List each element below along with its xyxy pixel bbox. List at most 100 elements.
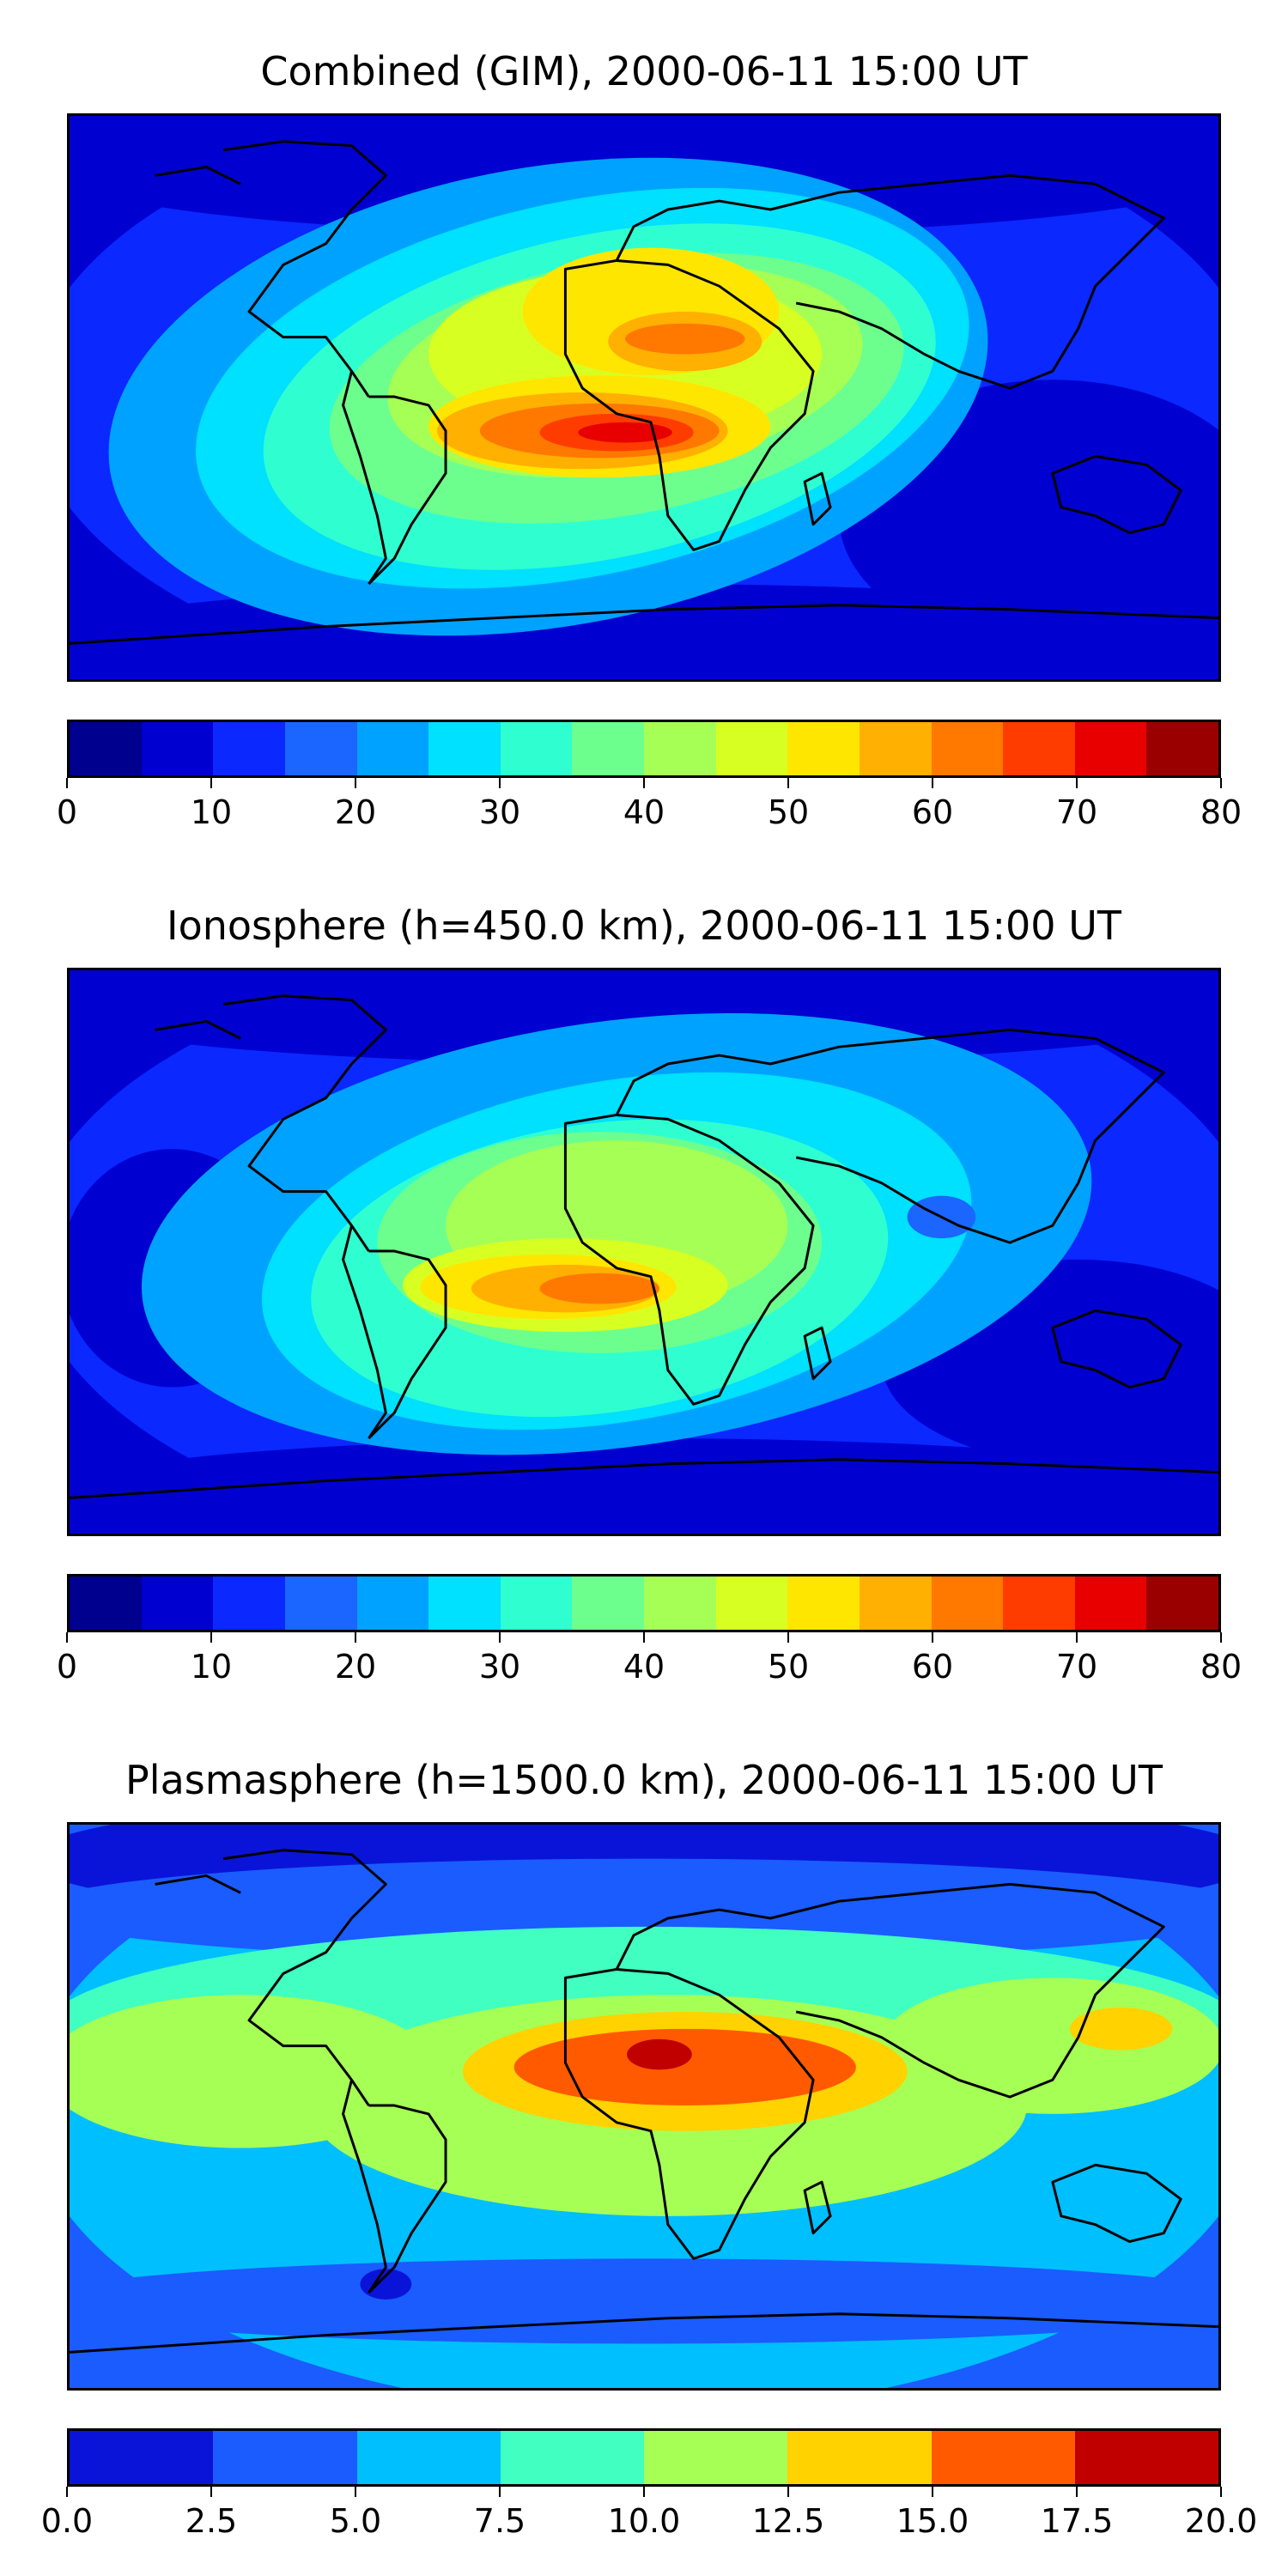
- colorbar-tick-label: 15.0: [896, 2502, 969, 2540]
- coastlines: [70, 994, 1218, 1499]
- colorbar-segment: [428, 1577, 501, 1630]
- coastline-path: [615, 173, 1165, 390]
- colorbar-segment: [70, 2431, 214, 2484]
- colorbar-segment: [859, 1577, 932, 1630]
- coastline-path: [803, 1326, 832, 1381]
- colorbar-segment: [1074, 2431, 1218, 2484]
- colorbar-segment: [859, 722, 932, 775]
- colorbar-tick-label: 12.5: [751, 2502, 825, 2540]
- colorbar-tick-mark: [66, 2487, 68, 2497]
- colorbar-segment: [356, 722, 429, 775]
- colorbar-tick-mark: [932, 1632, 933, 1643]
- colorbar-tick-label: 60: [911, 1648, 954, 1686]
- colorbar-segment: [356, 2431, 501, 2484]
- coastline-path: [70, 604, 1218, 645]
- colorbar-segment: [1074, 1577, 1147, 1630]
- panel-title: Plasmasphere (h=1500.0 km), 2000-06-11 1…: [125, 1757, 1163, 1803]
- colorbar-tick-label: 0.0: [40, 2502, 94, 2540]
- colorbar-segment: [787, 722, 860, 775]
- coastline-path: [563, 1113, 815, 1406]
- panel-ionosphere: Ionosphere (h=450.0 km), 2000-06-11 15:0…: [0, 854, 1288, 1713]
- colorbar-tick-mark: [210, 1632, 212, 1643]
- contour-band: [1069, 2008, 1173, 2050]
- colorbar-segment: [787, 1577, 860, 1630]
- colorbar-segment: [500, 1577, 573, 1630]
- colorbar-segment: [70, 1577, 142, 1630]
- colorbar-tick-mark: [1220, 2487, 1222, 2497]
- tec-map: [67, 1822, 1221, 2391]
- colorbar-tick-label: 10.0: [607, 2502, 681, 2540]
- colorbar-segment: [644, 2431, 788, 2484]
- colorbar-segment: [500, 2431, 644, 2484]
- colorbar-tick-mark: [932, 2487, 933, 2497]
- colorbar-tick-mark: [1076, 778, 1078, 788]
- tec-map: [67, 968, 1221, 1536]
- panel-plasmasphere: Plasmasphere (h=1500.0 km), 2000-06-11 1…: [0, 1709, 1288, 2567]
- colorbar-tick-label: 10: [190, 793, 233, 831]
- tec-contour-field: [70, 116, 1218, 679]
- colorbar-segment: [787, 2431, 932, 2484]
- contour-band: [70, 2258, 1218, 2344]
- colorbar-tick-label: 80: [1200, 793, 1242, 831]
- colorbar-tick-label: 0: [56, 1648, 78, 1686]
- colorbar-tick-mark: [499, 778, 501, 788]
- tec-map: [67, 113, 1221, 682]
- colorbar-ticks: 0.0 2.5 5.0 7.5 10.0 12.5 15.0 17.5 20.0: [41, 2487, 1257, 2540]
- coastline-path: [70, 2312, 1218, 2354]
- contour-band: [625, 323, 745, 355]
- coastline-path: [803, 2180, 832, 2235]
- tec-contour-field: [70, 1825, 1218, 2388]
- colorbar-tick-mark: [355, 2487, 356, 2497]
- colorbar-segment: [1003, 722, 1075, 775]
- colorbar-tick-mark: [66, 1632, 68, 1643]
- colorbar-segment: [1146, 1577, 1218, 1630]
- colorbar-segment: [500, 722, 573, 775]
- colorbar-tick-label: 80: [1200, 1648, 1242, 1686]
- colorbar-ticks: 0 10 20 30 40 50 60 70 80: [57, 778, 1242, 831]
- contour-band: [360, 2269, 412, 2300]
- tec-contour-field: [70, 970, 1218, 1534]
- colorbar-segment: [428, 722, 501, 775]
- colorbar-tick-mark: [1220, 1632, 1222, 1643]
- colorbar-tick-mark: [932, 778, 933, 788]
- colorbar-segment: [284, 1577, 357, 1630]
- colorbar-segment: [644, 722, 716, 775]
- colorbar-segment: [1074, 722, 1147, 775]
- contour-band: [513, 2028, 856, 2106]
- colorbar-tick-label: 70: [1055, 1648, 1098, 1686]
- colorbar-segment: [644, 1577, 716, 1630]
- colorbar-tick-mark: [355, 778, 356, 788]
- coastline-path: [222, 994, 387, 1252]
- coastline-path: [155, 1874, 241, 1894]
- colorbar-tick-label: 2.5: [185, 2502, 238, 2540]
- colorbar-tick-mark: [1220, 778, 1222, 788]
- map-svg-plasmasphere: [70, 1825, 1218, 2388]
- colorbar-tick-mark: [1076, 2487, 1078, 2497]
- coastline-path: [368, 395, 447, 586]
- colorbar: [67, 720, 1221, 778]
- colorbar-tick-label: 40: [623, 1648, 665, 1686]
- colorbar-tick-mark: [355, 1632, 356, 1643]
- colorbar-tick-label: 40: [623, 793, 665, 831]
- colorbar-tick-mark: [643, 2487, 645, 2497]
- colorbar-tick-mark: [499, 2487, 501, 2497]
- colorbar-segment: [141, 1577, 214, 1630]
- colorbar-tick-label: 17.5: [1040, 2502, 1114, 2540]
- coastline-path: [222, 1849, 387, 2106]
- colorbar-tick-mark: [1076, 1632, 1078, 1643]
- coastline-path: [368, 1249, 447, 1440]
- colorbar-tick-label: 30: [478, 793, 521, 831]
- panel-combined: Combined (GIM), 2000-06-11 15:00 UT 0 10 2…: [0, 0, 1288, 859]
- colorbar-tick-mark: [66, 778, 68, 788]
- coastline-path: [563, 1967, 815, 2260]
- coastline-path: [155, 1019, 241, 1040]
- coastline-path: [342, 2079, 387, 2293]
- coastlines: [70, 1849, 1218, 2354]
- map-svg-ionosphere: [70, 970, 1218, 1534]
- contour-band: [627, 2038, 692, 2070]
- colorbar-segment: [572, 1577, 644, 1630]
- coastline-path: [615, 1882, 1165, 2099]
- coastline-path: [803, 471, 832, 526]
- colorbar-segment: [356, 1577, 429, 1630]
- coastline-path: [222, 140, 387, 398]
